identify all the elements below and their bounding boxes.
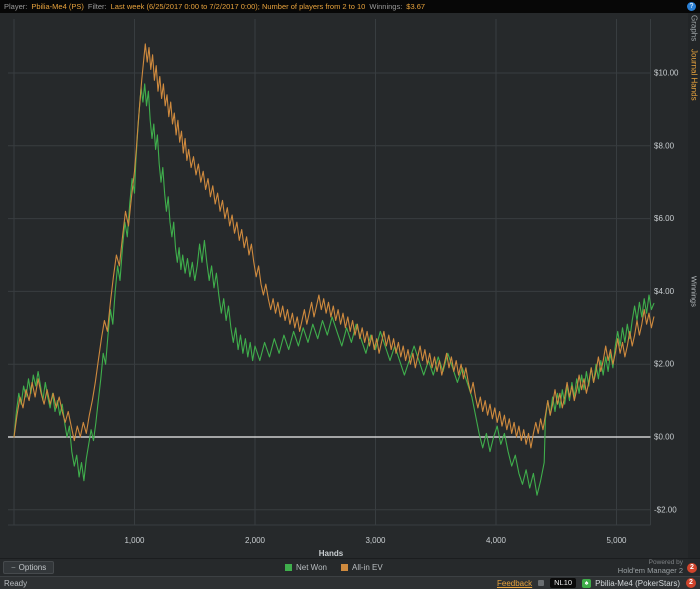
x-tick-label: 1,000 xyxy=(124,536,145,545)
tab-journal-hands[interactable]: Journal Hands xyxy=(689,49,699,101)
legend-label: All-in EV xyxy=(351,563,383,572)
x-tick-label: 3,000 xyxy=(365,536,386,545)
pokerstars-icon: ♠ xyxy=(582,578,592,588)
chart-legend: Net Won All-in EV xyxy=(285,559,383,576)
y-tick-label: $10.00 xyxy=(654,69,679,78)
status-bar: Ready Feedback NL10 ♠ Pbilia-Me4 (PokerS… xyxy=(0,576,700,589)
winnings-chart: $10.00 $8.00 $6.00 $4.00 $2.00 $0.00 -$2.00 1,0… xyxy=(0,13,688,558)
main-region: $10.00 $8.00 $6.00 $4.00 $2.00 $0.00 -$2.00 1,0… xyxy=(0,13,700,558)
y-axis-title: Winnings xyxy=(689,276,699,308)
powered-by: Powered by Hold'em Manager 2 2 xyxy=(618,559,697,575)
stake-filter-icon xyxy=(538,580,545,586)
footer-strip: − Options Net Won All-in EV Powered by H… xyxy=(0,558,700,576)
x-axis-title: Hands xyxy=(319,549,344,558)
player-label: Player: xyxy=(4,2,28,11)
y-tick-label: $2.00 xyxy=(654,360,675,369)
hm2-status-icon: 2 xyxy=(686,578,696,588)
status-text: Ready xyxy=(4,578,28,588)
legend-item-net-won: Net Won xyxy=(285,563,327,572)
status-right-cluster: Feedback NL10 ♠ Pbilia-Me4 (PokerStars) … xyxy=(497,578,696,588)
y-tick-label: $8.00 xyxy=(654,141,675,150)
feedback-link[interactable]: Feedback xyxy=(497,578,533,588)
y-tick-label: $0.00 xyxy=(654,433,675,442)
net-won-swatch-icon xyxy=(285,564,292,571)
series-all-in-ev xyxy=(13,43,655,449)
title-bar: Player: Pbilia-Me4 (PS) Filter: Last wee… xyxy=(0,0,700,13)
tab-graphs[interactable]: Graphs xyxy=(689,15,699,42)
active-player-selector[interactable]: ♠ Pbilia-Me4 (PokerStars) xyxy=(582,578,680,588)
powered-by-text: Powered by xyxy=(648,559,683,567)
collapse-icon: − xyxy=(11,563,16,572)
x-tick-label: 2,000 xyxy=(245,536,266,545)
chart-canvas: $10.00 $8.00 $6.00 $4.00 $2.00 $0.00 -$2.00 1,0… xyxy=(8,19,679,558)
series-net-won xyxy=(13,83,655,496)
y-tick-label: $4.00 xyxy=(654,287,675,296)
x-tick-label: 4,000 xyxy=(486,536,507,545)
powered-by-product: Hold'em Manager 2 xyxy=(617,565,683,575)
filter-value: Last week (6/25/2017 0:00 to 7/2/2017 0:… xyxy=(110,2,366,11)
help-icon[interactable]: ? xyxy=(687,2,696,11)
active-player-name: Pbilia-Me4 (PokerStars) xyxy=(595,578,680,588)
right-tab-strip: Graphs Journal Hands Winnings xyxy=(688,13,700,558)
all-in-ev-swatch-icon xyxy=(340,564,348,571)
legend-label: Net Won xyxy=(296,563,327,572)
y-tick-label: $6.00 xyxy=(654,214,675,223)
x-tick-label: 5,000 xyxy=(606,536,627,545)
hm2-logo-icon: 2 xyxy=(687,562,697,573)
stake-badge[interactable]: NL10 xyxy=(550,578,577,588)
filter-label: Filter: xyxy=(87,2,107,11)
winnings-value: $3.67 xyxy=(406,2,426,11)
legend-item-all-in-ev: All-in EV xyxy=(340,563,383,572)
options-button[interactable]: − Options xyxy=(3,561,55,574)
y-tick-label: -$2.00 xyxy=(654,505,677,514)
player-value: Pbilia-Me4 (PS) xyxy=(31,2,84,11)
options-label: Options xyxy=(18,563,47,572)
winnings-label: Winnings: xyxy=(369,2,403,11)
